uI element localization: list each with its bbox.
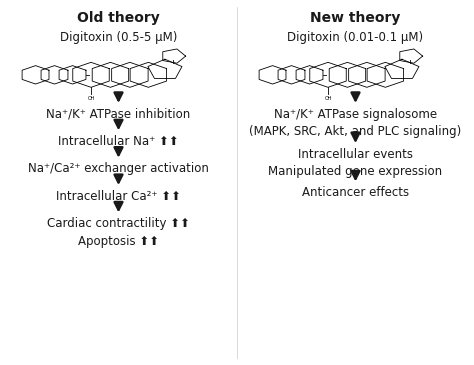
Text: Digitoxin (0.5-5 μM): Digitoxin (0.5-5 μM) (60, 31, 177, 44)
Text: Intracellular events
Manipulated gene expression: Intracellular events Manipulated gene ex… (268, 148, 443, 178)
Text: Digitoxin (0.01-0.1 μM): Digitoxin (0.01-0.1 μM) (287, 31, 424, 44)
Text: Na⁺/K⁺ ATPase inhibition: Na⁺/K⁺ ATPase inhibition (46, 108, 191, 121)
Text: OH: OH (324, 96, 332, 101)
Text: Intracellular Ca²⁺ ⬆⬆: Intracellular Ca²⁺ ⬆⬆ (56, 190, 181, 203)
Text: Intracellular Na⁺ ⬆⬆: Intracellular Na⁺ ⬆⬆ (58, 135, 179, 148)
Text: Old theory: Old theory (77, 11, 160, 25)
Text: Anticancer effects: Anticancer effects (302, 186, 409, 199)
Text: Cardiac contractility ⬆⬆
Apoptosis ⬆⬆: Cardiac contractility ⬆⬆ Apoptosis ⬆⬆ (47, 217, 190, 248)
Text: OH: OH (87, 96, 95, 101)
Text: Na⁺/K⁺ ATPase signalosome
(MAPK, SRC, Akt, and PLC signaling): Na⁺/K⁺ ATPase signalosome (MAPK, SRC, Ak… (249, 108, 462, 138)
Text: Na⁺/Ca²⁺ exchanger activation: Na⁺/Ca²⁺ exchanger activation (28, 162, 209, 176)
Text: New theory: New theory (310, 11, 401, 25)
